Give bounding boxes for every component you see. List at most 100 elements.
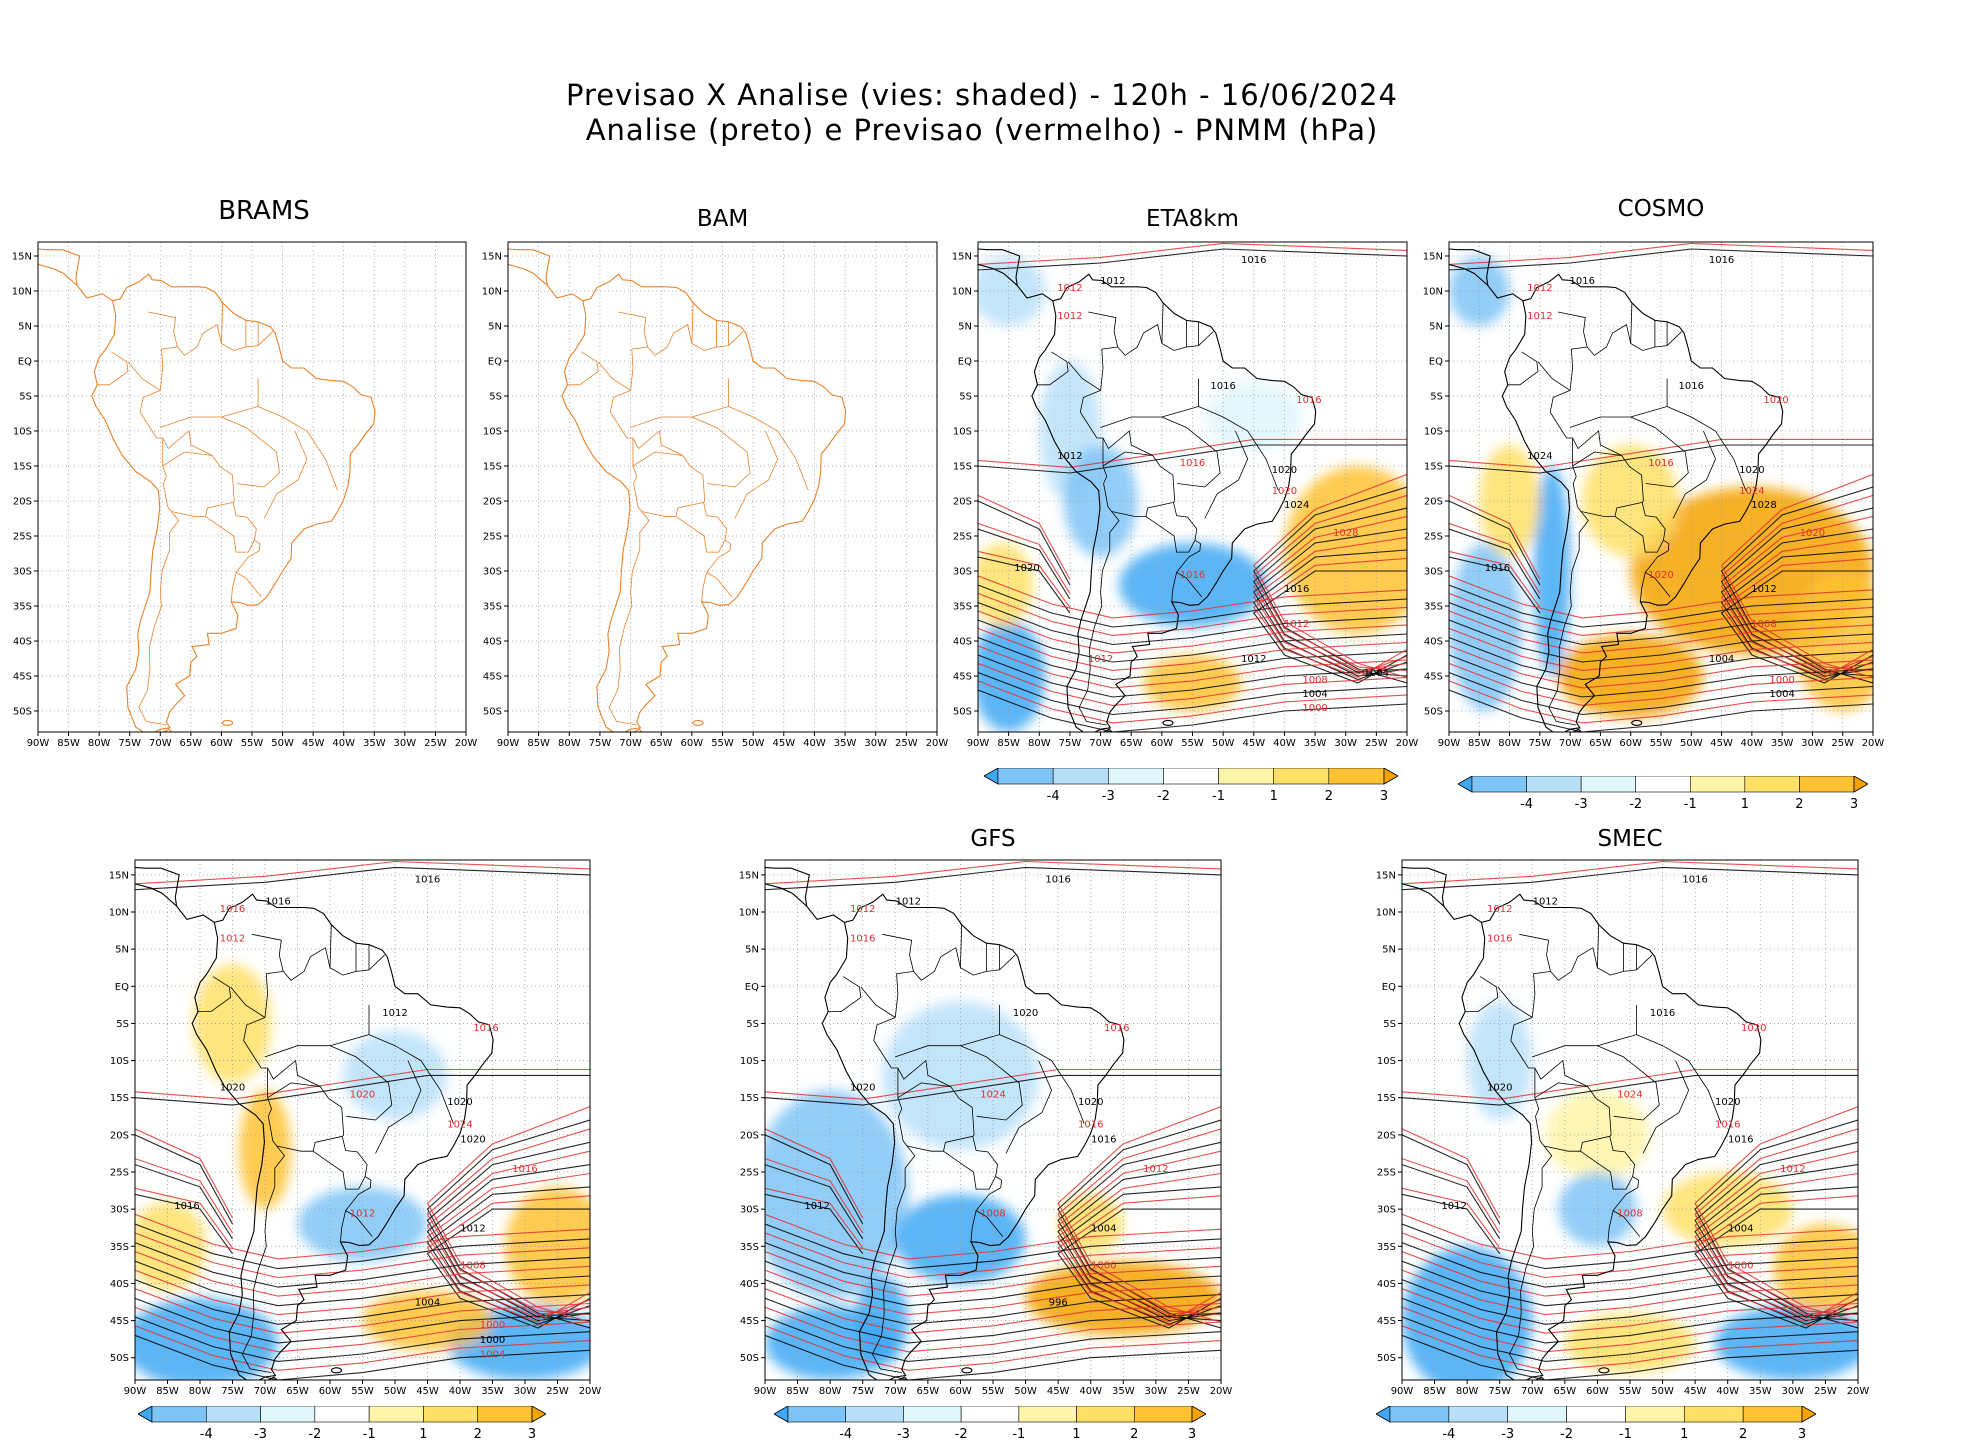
isobar-analysis-9 [1449, 654, 1873, 698]
lat-label: 50S [953, 707, 972, 718]
lon-label: 20W [579, 1386, 602, 1397]
isobar-label: 1008 [1302, 675, 1327, 686]
lon-label: 55W [241, 738, 264, 749]
border-6 [276, 1135, 343, 1152]
lat-label: 50S [740, 1353, 759, 1364]
border-16 [1161, 416, 1221, 488]
lat-label: 25S [1424, 532, 1443, 543]
isobar-label: 1020 [447, 1097, 472, 1108]
isobar-analysis-11 [765, 1334, 1221, 1380]
lat-label: 20S [13, 497, 32, 508]
bias-blob-7 [1564, 1313, 1696, 1373]
lon-label: 60W [319, 1386, 342, 1397]
border-2 [873, 1017, 896, 1041]
isobar-analysis-9 [1402, 1297, 1858, 1344]
isobar-label: 1004 [1091, 1223, 1116, 1234]
border-15 [734, 430, 779, 519]
lon-label: 75W [221, 1386, 244, 1397]
isobar-label: 1016 [1648, 458, 1673, 469]
isobar-label: 1020 [1013, 1008, 1038, 1019]
colorbar-label: -4 [1047, 789, 1060, 804]
isobar-analysis-12 [978, 500, 1071, 586]
border-5 [1509, 1097, 1553, 1373]
lon-label: 25W [424, 738, 447, 749]
lon-label: 60W [949, 1386, 972, 1397]
isobar-forecast-15 [1449, 242, 1873, 265]
isobar-analysis-12 [135, 1134, 233, 1225]
bias-blob-8 [978, 256, 1046, 326]
isobar-analysis-16 [1449, 444, 1873, 474]
isobar-label: 1024 [1739, 486, 1764, 497]
isobar-analysis-6 [135, 1242, 590, 1288]
border-2 [1079, 390, 1101, 413]
border-3 [1465, 976, 1499, 1012]
gridlines [508, 242, 937, 732]
lon-label: 80W [1456, 1386, 1479, 1397]
border-1 [1531, 947, 1653, 1018]
colorbar-swatch [845, 1405, 904, 1423]
lat-label: 5S [19, 392, 32, 403]
border-18 [264, 1004, 370, 1058]
lon-label: 35W [1304, 738, 1327, 749]
map-content [38, 242, 466, 732]
bias-blob-5 [1558, 1172, 1637, 1247]
colorbar-gfs: -4-3-2-11234 [773, 1405, 1254, 1444]
isobar-analysis-7 [1449, 619, 1873, 663]
lat-label: 35S [1424, 602, 1443, 613]
colorbar-label: 3 [1798, 1427, 1806, 1442]
lat-label: 15N [12, 252, 32, 263]
lon-label: 50W [1651, 1386, 1674, 1397]
coastlines [765, 860, 1125, 1380]
isobar-analysis-15 [978, 248, 1407, 271]
lon-label: 70W [1521, 1386, 1544, 1397]
isobar-analysis-15 [1449, 248, 1873, 271]
isobar-forecast-10 [135, 1306, 590, 1353]
coast-south-america [561, 273, 847, 732]
lat-label: 30S [110, 1205, 129, 1216]
isobar-label: 1012 [1441, 1201, 1466, 1212]
isobar-forecast-10 [765, 1306, 1221, 1353]
colorbar-label: -3 [1102, 789, 1115, 804]
isobar-label: 1016 [1104, 1023, 1129, 1034]
isobar-forecast-1 [1057, 1128, 1221, 1316]
gridlines [1402, 860, 1858, 1380]
lon-label: 85W [156, 1386, 179, 1397]
lon-label: 75W [1488, 1386, 1511, 1397]
coast-central-america-north [978, 248, 1021, 286]
lon-label: 80W [819, 1386, 842, 1397]
coast-central-america [1402, 883, 1482, 923]
colorbar-swatch [1471, 775, 1527, 793]
isobar-forecast-12 [135, 1128, 233, 1219]
map-panel-smec: 1016 1012 1012 1016 1016 1020 1020 1024 1020 1016… [1376, 859, 1869, 1397]
border-9 [1519, 933, 1551, 972]
colorbar-swatch [1328, 767, 1385, 785]
lat-label: 35S [1377, 1242, 1396, 1253]
border-8 [701, 572, 707, 602]
isobar-label: 1012 [1533, 897, 1558, 908]
isobar-label: 1024 [980, 1090, 1005, 1101]
lon-label: 65W [1554, 1386, 1577, 1397]
isobar-forecast-6 [978, 592, 1407, 636]
colorbar-swatch [260, 1405, 316, 1423]
border-5 [1078, 465, 1120, 726]
lat-label: 35S [13, 602, 32, 613]
isobar-analysis-5 [978, 584, 1407, 628]
lat-label: 45S [953, 672, 972, 683]
isobar-forecast-3 [426, 1172, 590, 1319]
coastlines [38, 242, 376, 732]
colorbar-svg: -4-3-2-11234 [137, 1405, 590, 1442]
isobar-analysis-5 [765, 1223, 1221, 1270]
colorbar-right-arrow [1191, 1405, 1207, 1423]
lat-label: 5N [1429, 322, 1443, 333]
lat-label: 10N [1423, 287, 1443, 298]
map-panel-eta8km: 1016 1012 1012 1012 1016 1016 1012 1016 1020 1020… [952, 241, 1418, 749]
border-11 [1161, 302, 1164, 344]
colorbar-swatch [314, 1405, 370, 1423]
colorbar-left-arrow [1375, 1405, 1391, 1423]
lat-label: 30S [1377, 1205, 1396, 1216]
map-svg: 15N 10N 5N EQ 5S 10S 15S 20S 25S 30S 35S 40S 45S 50S 9… [482, 241, 948, 749]
isobar-forecast-6 [1402, 1232, 1858, 1279]
lon-label: 45W [1710, 738, 1733, 749]
isobar-label: 1016 [1487, 934, 1512, 945]
isobar-label: 1012 [1143, 1164, 1168, 1175]
